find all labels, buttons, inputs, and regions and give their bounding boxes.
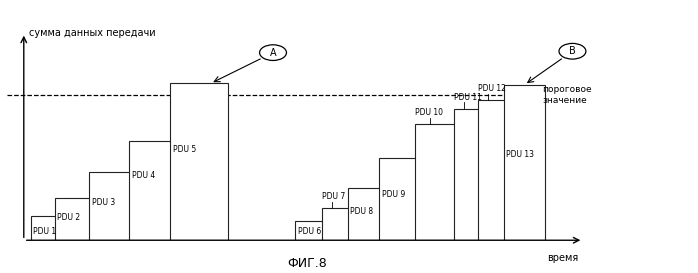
Bar (55, 198, 98, 240)
Bar (454, 109, 487, 240)
Text: пороговое
значение: пороговое значение (542, 85, 592, 105)
Bar (348, 188, 389, 240)
Bar (379, 158, 425, 240)
Text: B: B (569, 46, 576, 56)
Bar (322, 208, 357, 240)
Bar (170, 84, 228, 240)
Text: PDU 13: PDU 13 (507, 150, 535, 159)
Bar (129, 141, 182, 240)
Bar (415, 124, 466, 240)
Bar (89, 172, 139, 240)
Text: PDU 2: PDU 2 (57, 213, 80, 222)
Text: PDU 4: PDU 4 (132, 171, 155, 180)
Text: PDU 10: PDU 10 (415, 108, 443, 117)
Text: A: A (269, 48, 276, 58)
Text: PDU 3: PDU 3 (92, 198, 116, 207)
Text: PDU 6: PDU 6 (297, 227, 321, 236)
Text: PDU 8: PDU 8 (350, 207, 373, 216)
Text: ФИГ.8: ФИГ.8 (288, 257, 327, 270)
Text: PDU 12: PDU 12 (477, 84, 505, 93)
Bar (295, 221, 331, 240)
Text: сумма данных передачи: сумма данных передачи (29, 28, 155, 38)
Text: время: время (547, 253, 579, 263)
Text: PDU 9: PDU 9 (382, 190, 405, 199)
Bar (504, 85, 545, 240)
Text: PDU 7: PDU 7 (322, 192, 345, 201)
Bar (477, 100, 514, 240)
Bar (31, 216, 65, 240)
Text: PDU 5: PDU 5 (172, 145, 196, 154)
Text: PDU 11: PDU 11 (454, 93, 482, 102)
Text: PDU 1: PDU 1 (34, 227, 57, 236)
